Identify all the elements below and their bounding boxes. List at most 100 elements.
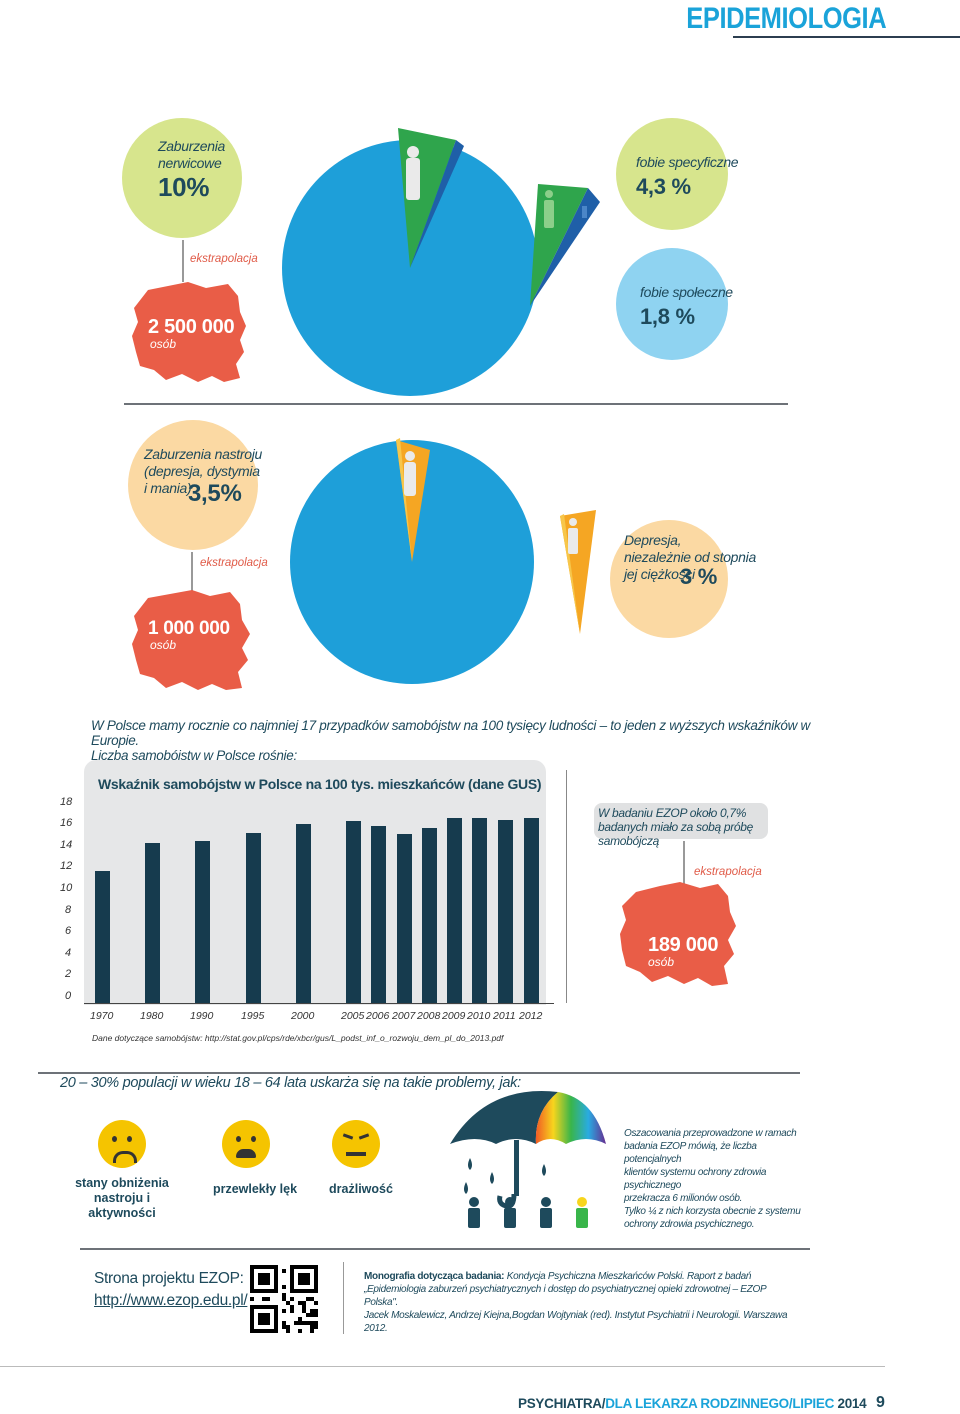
slice-phobias: [530, 184, 600, 306]
y-tick-label: 10: [60, 882, 73, 894]
people-icons: [468, 1197, 588, 1228]
extrapolation-label: ekstrapolacja: [694, 866, 762, 878]
chart-background: [84, 760, 546, 1005]
x-tick-label: 1995: [241, 1010, 265, 1022]
sad-face-icon: [98, 1120, 146, 1168]
map2-unit: osób: [150, 638, 177, 652]
neurotic-disorders-circle: [122, 118, 242, 238]
specific-phobias-label: fobie specyficzne: [636, 154, 739, 170]
neurotic-label: Zaburzenia nerwicowe: [158, 138, 226, 171]
face-label-mood: stany obniżenia nastroju i aktywności: [75, 1176, 169, 1220]
map3-unit: osób: [648, 955, 675, 969]
extrapolation-label: ekstrapolacja: [190, 253, 258, 265]
chart-right-border: [566, 770, 567, 1003]
person-icon: [404, 462, 416, 496]
depression-circle: [610, 520, 728, 638]
page-number: 9: [876, 1394, 885, 1411]
suicide-intro: W Polsce mamy rocznie co najmniej 17 prz…: [91, 718, 810, 763]
depression-value: 3 %: [680, 564, 718, 589]
poland-map-1: [132, 282, 246, 382]
chart-bar: [472, 818, 487, 1003]
connector-line: [191, 552, 193, 594]
x-tick-label: 2011: [493, 1010, 516, 1022]
chart-bar: [195, 840, 210, 1003]
x-tick-label: 2006: [366, 1010, 390, 1022]
social-phobias-circle: [616, 248, 728, 360]
mood-disorders-circle: [128, 420, 258, 550]
chart-title: Wskaźnik samobójstw w Polsce na 100 tys.…: [98, 776, 542, 792]
y-tick-label: 14: [60, 838, 73, 851]
x-tick-label: 2012: [519, 1010, 543, 1022]
poland-map-3: [620, 882, 736, 986]
y-tick-label: 16: [60, 817, 73, 830]
neurotic-value: 10%: [158, 172, 210, 202]
y-tick-label: 6: [65, 925, 72, 938]
problems-heading: 20 – 30% populacji w wieku 18 – 64 lata …: [60, 1075, 521, 1091]
mood-label: Zaburzenia nastroju (depresja, dystymia …: [144, 446, 263, 496]
face-label-anxiety: przewlekły lęk: [212, 1182, 298, 1196]
y-tick-label: 18: [60, 795, 73, 808]
connector-line: [683, 841, 685, 885]
mood-value: 3,5%: [188, 480, 242, 507]
chart-bar: [371, 825, 386, 1003]
qr-code-icon[interactable]: [250, 1265, 318, 1333]
social-phobias-label: fobie społeczne: [640, 284, 733, 300]
chart-bar: [246, 832, 261, 1003]
slice-depression: [560, 510, 596, 634]
y-tick-label: 8: [65, 903, 72, 916]
footer-divider: [80, 1248, 810, 1250]
person-icon: [568, 528, 578, 554]
x-tick-label: 2009: [442, 1010, 466, 1022]
x-tick-label: 1990: [190, 1010, 214, 1022]
x-tick-label: 2010: [467, 1010, 491, 1022]
y-tick-label: 2: [65, 968, 72, 981]
x-tick-label: 2005: [341, 1010, 365, 1022]
note-text: W badaniu EZOP około 0,7% badanych miało…: [598, 806, 754, 848]
section-divider: [38, 1072, 800, 1074]
specific-phobias-value: 4,3 %: [636, 174, 691, 199]
extrapolation-label: ekstrapolacja: [200, 557, 268, 569]
chart-bar: [498, 820, 513, 1003]
note-box: [594, 803, 768, 839]
chart-bar: [296, 824, 311, 1003]
y-tick-label: 4: [65, 946, 72, 959]
anxious-face-icon: [222, 1120, 270, 1168]
depression-label: Depresja, niezależnie od stopnia jej cię…: [624, 532, 756, 582]
data-source: Dane dotyczące samobójstw: http://stat.g…: [92, 1033, 504, 1043]
chart-bar: [422, 827, 437, 1003]
x-tick-label: 2000: [291, 1010, 315, 1022]
section-title: EPIDEMIOLOGIA: [686, 2, 886, 35]
person-icon: [582, 206, 587, 218]
person-icon: [544, 200, 554, 228]
header-divider: [733, 36, 960, 38]
connector-line: [182, 240, 184, 282]
estimate-text: Oszacowania przeprowadzone w ramach bada…: [624, 1128, 801, 1230]
section-divider: [124, 403, 788, 405]
social-phobias-value: 1,8 %: [640, 304, 695, 329]
person-icon: [406, 158, 420, 200]
face-label-irritability: drażliwość: [329, 1182, 393, 1196]
chart-bar: [346, 821, 361, 1003]
x-tick-label: 2007: [392, 1010, 416, 1022]
y-tick-label: 0: [65, 990, 72, 1002]
chart-bar: [145, 842, 160, 1003]
monograph-text: Monografia dotycząca badania: Kondycja P…: [364, 1271, 788, 1334]
chart-x-axis-line: [84, 1003, 554, 1004]
chart-bar: [524, 818, 539, 1003]
journal-name: PSYCHIATRA/DLA LEKARZA RODZINNEGO/LIPIEC…: [518, 1396, 867, 1411]
pie-mood: [290, 438, 534, 684]
bottom-rule: [0, 1366, 885, 1367]
footer-vertical-divider: [343, 1262, 344, 1334]
project-label: Strona projektu EZOP:: [94, 1270, 244, 1287]
y-tick-label: 12: [60, 860, 73, 873]
chart-bar: [397, 833, 412, 1003]
project-link[interactable]: http://www.ezop.edu.pl/: [94, 1292, 248, 1309]
map3-value: 189 000: [648, 934, 719, 956]
chart-bar: [95, 870, 110, 1003]
map1-value: 2 500 000: [148, 316, 235, 338]
map2-value: 1 000 000: [148, 618, 230, 639]
irritated-face-icon: [332, 1120, 380, 1168]
map1-unit: osób: [150, 337, 177, 351]
x-tick-label: 2008: [417, 1010, 441, 1022]
poland-map-2: [132, 590, 250, 690]
